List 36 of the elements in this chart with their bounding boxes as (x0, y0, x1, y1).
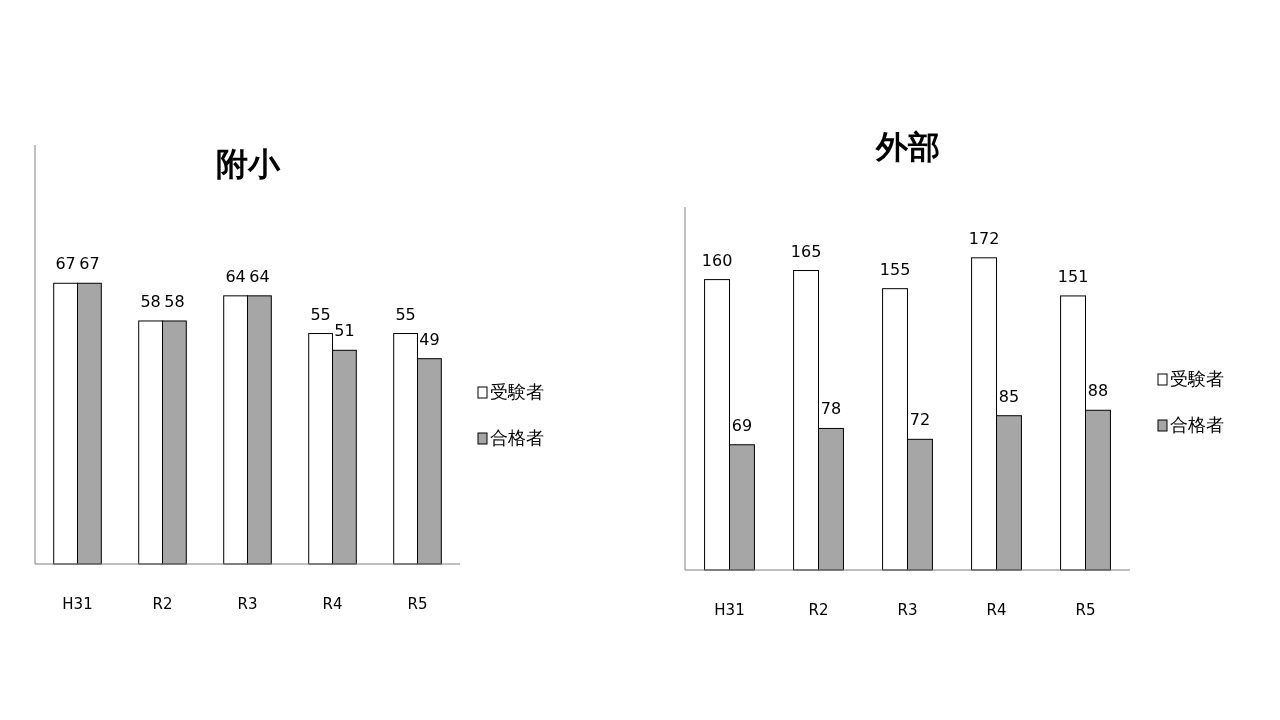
data-label: 58 (164, 291, 185, 311)
x-tick-label: R3 (897, 601, 918, 619)
data-label: 160 (701, 250, 733, 270)
chart-title: 附小 (215, 145, 281, 183)
x-tick-label: R4 (322, 595, 343, 613)
x-tick-label: R2 (152, 595, 173, 613)
x-tick-label: R5 (407, 595, 428, 613)
legend-label: 合格者 (490, 427, 544, 448)
data-label: 165 (790, 241, 822, 261)
data-label: 67 (79, 254, 100, 274)
data-label: 72 (909, 410, 931, 430)
x-tick-label: H31 (62, 595, 93, 613)
data-label: 69 (731, 415, 753, 435)
data-label: 67 (55, 254, 76, 274)
data-label: 172 (968, 228, 1000, 248)
data-label: 55 (310, 304, 331, 324)
legend-label: 合格者 (1170, 414, 1224, 435)
data-label: 64 (225, 266, 246, 286)
x-tick-label: R2 (808, 601, 829, 619)
x-tick-label: H31 (714, 601, 745, 619)
data-label: 64 (249, 266, 270, 286)
data-label: 49 (419, 329, 440, 349)
data-label: 88 (1087, 381, 1109, 401)
data-label: 51 (334, 321, 355, 341)
x-tick-label: R5 (1075, 601, 1096, 619)
data-label: 78 (820, 399, 842, 419)
legend-label: 受験者 (490, 381, 544, 402)
x-tick-label: R3 (237, 595, 258, 613)
data-label: 155 (879, 259, 911, 279)
data-label: 85 (998, 386, 1020, 406)
data-label: 58 (140, 291, 161, 311)
chart-title: 外部 (874, 128, 940, 166)
data-label: 151 (1057, 266, 1089, 286)
data-label: 55 (395, 304, 416, 324)
legend-label: 受験者 (1170, 368, 1224, 389)
x-tick-label: R4 (986, 601, 1007, 619)
